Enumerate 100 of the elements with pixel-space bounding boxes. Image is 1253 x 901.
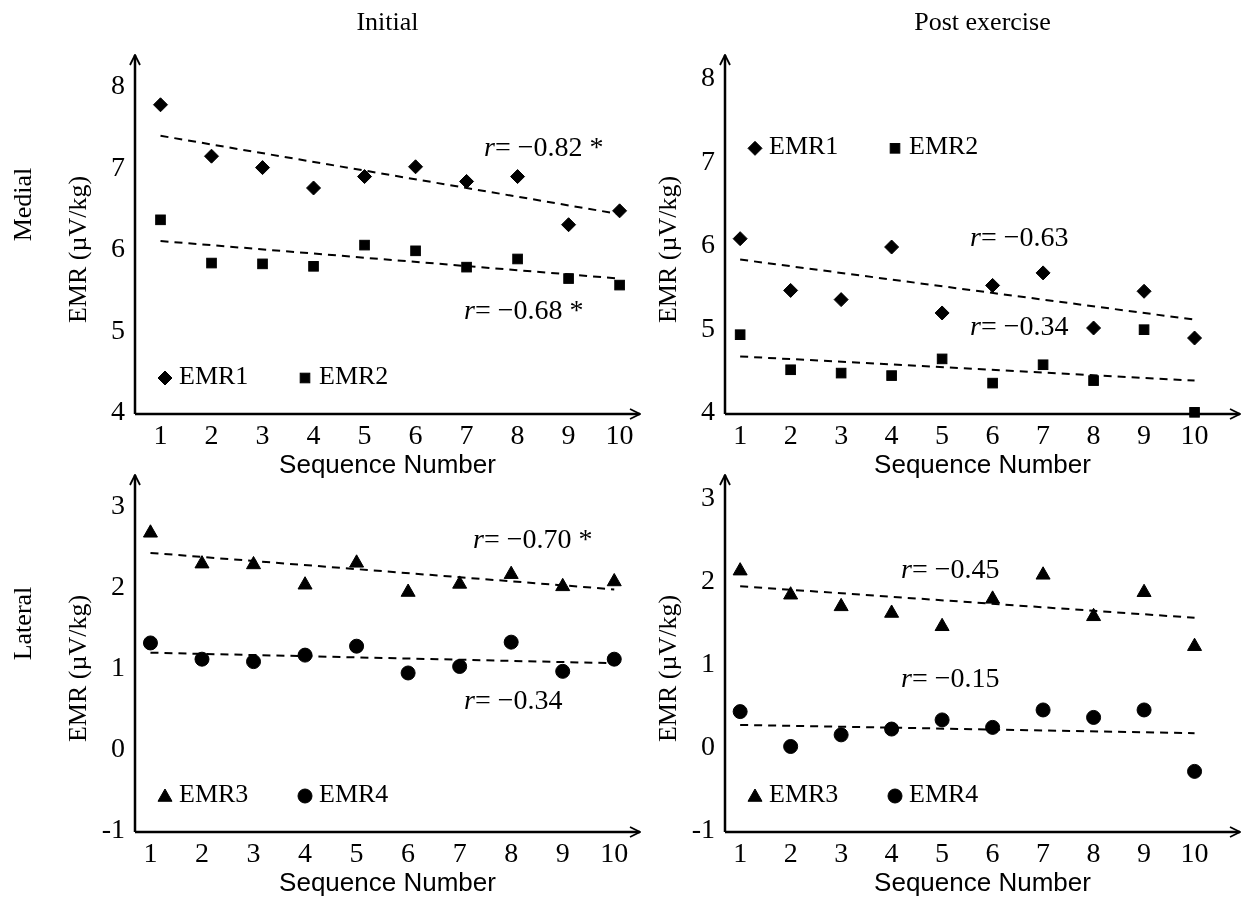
point	[359, 239, 370, 251]
x-tick-label: 4	[298, 837, 313, 869]
y-tick-label: 8	[111, 69, 125, 101]
x-tick-label: 1	[143, 837, 158, 869]
point	[884, 721, 900, 737]
point	[783, 586, 799, 600]
x-tick-label: 2	[783, 837, 798, 869]
x-tick-label: 10	[1180, 837, 1209, 869]
x-axis-title: Sequence Number	[874, 448, 1092, 479]
y-tick-label: 1	[701, 647, 715, 679]
x-tick-label: 7	[1036, 419, 1051, 451]
y-axis-title: EMR (µV/kg)	[62, 175, 92, 324]
point	[985, 590, 1001, 604]
point	[1037, 359, 1049, 371]
point	[257, 258, 268, 270]
x-tick-label: 8	[1086, 419, 1101, 451]
point	[1187, 330, 1203, 346]
point	[1138, 324, 1150, 335]
y-tick-label: 0	[111, 732, 125, 764]
point	[206, 257, 217, 269]
annotation: r= −0.70 *	[473, 523, 593, 555]
x-tick-label: 6	[985, 837, 1000, 869]
legend-label: EMR1	[179, 360, 249, 390]
point	[785, 364, 796, 376]
point	[1086, 607, 1102, 622]
y-axis-title: EMR (µV/kg)	[652, 594, 682, 743]
x-tick-label: 2	[204, 419, 219, 451]
annotation: r= −0.63	[970, 221, 1069, 253]
point	[1035, 702, 1051, 718]
point	[936, 353, 948, 365]
legend-label: EMR4	[319, 778, 389, 808]
x-tick-label: 2	[783, 419, 798, 451]
x-tick-label: 1	[733, 419, 748, 451]
annotation: r= −0.15	[901, 662, 1000, 694]
point	[934, 617, 950, 632]
x-tick-label: 4	[306, 419, 321, 451]
annotation: r= −0.34	[970, 310, 1069, 342]
point	[503, 634, 519, 650]
point	[503, 565, 519, 579]
point	[886, 370, 897, 381]
point	[612, 203, 628, 219]
point	[732, 231, 748, 247]
point	[153, 97, 169, 113]
x-tick-label: 10	[1180, 419, 1209, 451]
point	[452, 658, 468, 674]
y-tick-label: 0	[701, 730, 715, 762]
point	[934, 712, 950, 728]
y-tick-label: 2	[701, 564, 715, 596]
point	[614, 279, 625, 291]
point	[1088, 375, 1099, 386]
annotation: r= −0.45	[901, 553, 1000, 585]
x-tick-label: 7	[459, 419, 474, 451]
point	[734, 329, 746, 340]
x-tick-label: 9	[561, 419, 576, 451]
point	[606, 651, 622, 667]
point	[732, 562, 748, 576]
x-tick-label: 5	[935, 837, 950, 869]
x-axis-title: Sequence Number	[874, 866, 1092, 897]
point	[349, 554, 365, 568]
y-tick-label: 1	[111, 651, 125, 683]
y-tick-label: 5	[111, 313, 125, 345]
point	[459, 173, 475, 189]
point	[204, 148, 220, 164]
x-tick-label: 3	[834, 419, 849, 451]
point	[555, 663, 571, 679]
x-tick-label: 4	[884, 837, 899, 869]
x-tick-label: 9	[1137, 837, 1152, 869]
x-axis-title: Sequence Number	[279, 866, 497, 897]
x-tick-label: 5	[349, 837, 364, 869]
x-tick-label: 1	[733, 837, 748, 869]
point	[606, 572, 622, 587]
point	[194, 555, 210, 569]
point	[732, 704, 748, 720]
x-tick-label: 6	[401, 837, 416, 869]
x-tick-label: 7	[1036, 837, 1051, 869]
point	[512, 253, 523, 265]
point	[297, 647, 313, 663]
point	[408, 159, 424, 175]
legend-label: EMR3	[769, 778, 839, 808]
point	[400, 583, 416, 597]
chart-title: Post exercise	[914, 6, 1051, 36]
text: Lateral	[7, 586, 37, 661]
point	[934, 305, 950, 321]
point	[985, 719, 1001, 735]
x-tick-label: 9	[555, 837, 570, 869]
annotation: r= −0.82 *	[484, 131, 604, 163]
x-tick-label: 10	[600, 837, 629, 869]
point	[349, 638, 365, 654]
x-tick-label: 4	[884, 419, 899, 451]
point	[400, 665, 416, 681]
point	[246, 654, 262, 670]
x-tick-label: 8	[1086, 837, 1101, 869]
x-tick-label: 1	[153, 419, 168, 451]
point	[357, 169, 373, 185]
point	[833, 727, 849, 743]
point	[884, 239, 900, 255]
point	[155, 214, 166, 226]
point	[510, 169, 526, 185]
point	[1136, 702, 1152, 718]
point	[194, 651, 210, 667]
